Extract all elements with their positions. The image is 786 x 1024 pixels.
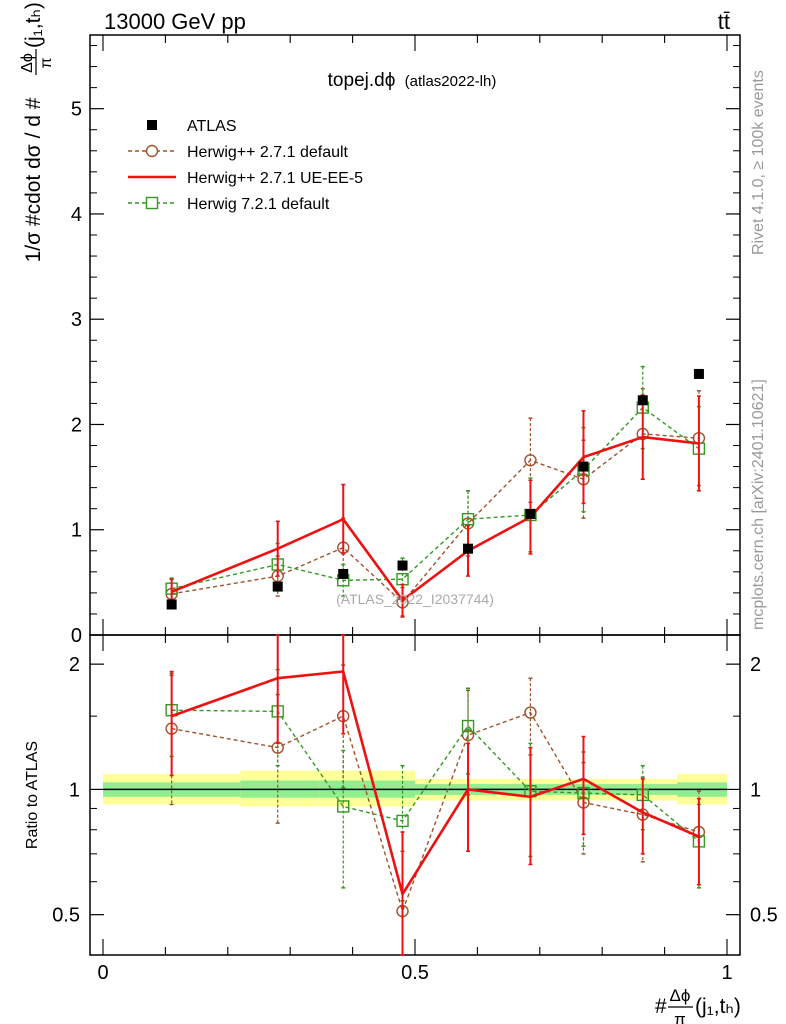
main-y-label-tail: (j₁,tₕ) xyxy=(22,2,45,48)
legend-marker-data xyxy=(147,120,157,130)
main-title-text: topej.dϕ xyxy=(328,70,396,91)
main-y-tick-label: 5 xyxy=(71,99,82,121)
legend-label: Herwig 7.2.1 default xyxy=(187,196,330,213)
ratio-y-tick-label-right: 2 xyxy=(750,654,761,676)
main-data-point xyxy=(397,560,408,571)
x-label-num: Δϕ xyxy=(670,986,691,1005)
main-data-point xyxy=(463,543,474,554)
main-subtitle-text: (atlas2022-lh) xyxy=(405,73,497,90)
main-series-data xyxy=(166,368,704,610)
ratio-y-tick-label-right: 1 xyxy=(750,779,761,801)
main-y-label-lead: 1/σ #cdot dσ / d # xyxy=(22,97,45,262)
main-data-point xyxy=(637,395,648,406)
ratio-y-tick-label-right: 0.5 xyxy=(750,905,778,927)
ratio-series-line xyxy=(171,711,700,914)
x-tick-label: 0.5 xyxy=(401,962,429,984)
main-watermark: (ATLAS_2022_I2037744) xyxy=(336,591,494,607)
main-data-point xyxy=(693,368,704,379)
main-y-label-den: π xyxy=(38,57,55,68)
ratio-square-marker xyxy=(337,800,350,813)
rivet-version-label: Rivet 4.1.0, ≥ 100k events xyxy=(750,70,767,255)
ratio-uncertainty-bands xyxy=(103,770,727,807)
main-y-tick-label: 0 xyxy=(71,625,82,647)
main-title: topej.dϕ (atlas2022-lh) xyxy=(328,70,497,91)
legend-label: Herwig++ 2.7.1 default xyxy=(187,144,349,161)
main-data-point xyxy=(166,599,177,610)
main-series-dashed-circle xyxy=(165,387,706,618)
main-series-line xyxy=(171,435,700,603)
ratio-y-tick-label: 0.5 xyxy=(52,905,80,927)
main-square-marker xyxy=(461,513,475,526)
legend-marker-circle xyxy=(145,144,159,158)
mcplots-label: mcplots.cern.ch [arXiv:2401.10621] xyxy=(750,379,767,630)
main-data-point xyxy=(525,508,536,519)
main-data-point xyxy=(338,568,349,579)
main-y-tick-label: 2 xyxy=(71,414,82,436)
ratio-series-line xyxy=(171,670,700,898)
legend-label: ATLAS xyxy=(187,118,237,135)
main-axis-ticks: 0 1 2 3 4 5 xyxy=(71,35,740,647)
main-y-tick-label: 4 xyxy=(71,204,82,226)
main-y-axis-label: 1/σ #cdot dσ / d # Δϕ π (j₁,tₕ) xyxy=(19,2,55,262)
main-y-tick-label: 3 xyxy=(71,309,82,331)
main-series-dashed-square xyxy=(165,365,706,602)
main-series-line xyxy=(171,406,700,590)
ratio-circle-marker xyxy=(524,706,537,719)
header-energy-label: 13000 GeV pp xyxy=(104,9,246,34)
ratio-y-tick-label: 1 xyxy=(69,779,80,801)
legend-label: Herwig++ 2.7.1 UE-EE-5 xyxy=(187,170,363,187)
legend-marker-square xyxy=(145,196,159,210)
ratio-y-axis-label: Ratio to ATLAS xyxy=(24,741,41,849)
x-label-den: π xyxy=(674,1010,686,1024)
header-process-label: tt̄ xyxy=(718,9,730,34)
main-y-tick-label: 1 xyxy=(71,520,82,542)
x-tick-label: 1 xyxy=(721,962,732,984)
legend: ATLAS Herwig++ 2.7.1 default Herwig++ 2.7.… xyxy=(128,118,363,213)
ratio-series-dashed-circle xyxy=(165,664,706,956)
main-data-point xyxy=(272,581,283,592)
x-axis-label: # Δϕ π (j₁,tₕ) xyxy=(655,986,741,1024)
ratio-panel: 0.5 0.5 1 1 2 2 0 0.5 1 Ratio to ATLAS # Δϕ π (j… xyxy=(24,634,778,1024)
main-panel: 0 1 2 3 4 5 topej.dϕ (atlas2022-lh) (ATLAS_20… xyxy=(19,2,741,647)
main-y-label-num: Δϕ xyxy=(19,53,36,73)
main-data-point xyxy=(578,461,589,472)
main-circle-marker xyxy=(524,454,537,467)
main-series-solid xyxy=(169,394,701,617)
ratio-square-marker xyxy=(396,814,409,828)
x-tick-label: 0 xyxy=(97,962,108,984)
x-label-lead: # xyxy=(655,995,667,1018)
svg-text:1/σ #cdot dσ / d #: 1/σ #cdot dσ / d # xyxy=(22,97,45,262)
ratio-series-solid xyxy=(169,634,701,956)
x-label-tail: (j₁,tₕ) xyxy=(695,995,741,1018)
ratio-axis-ticks: 0.5 0.5 1 1 2 2 0 0.5 1 xyxy=(52,635,778,984)
ratio-square-marker xyxy=(461,719,475,733)
ratio-y-tick-label: 2 xyxy=(69,654,80,676)
